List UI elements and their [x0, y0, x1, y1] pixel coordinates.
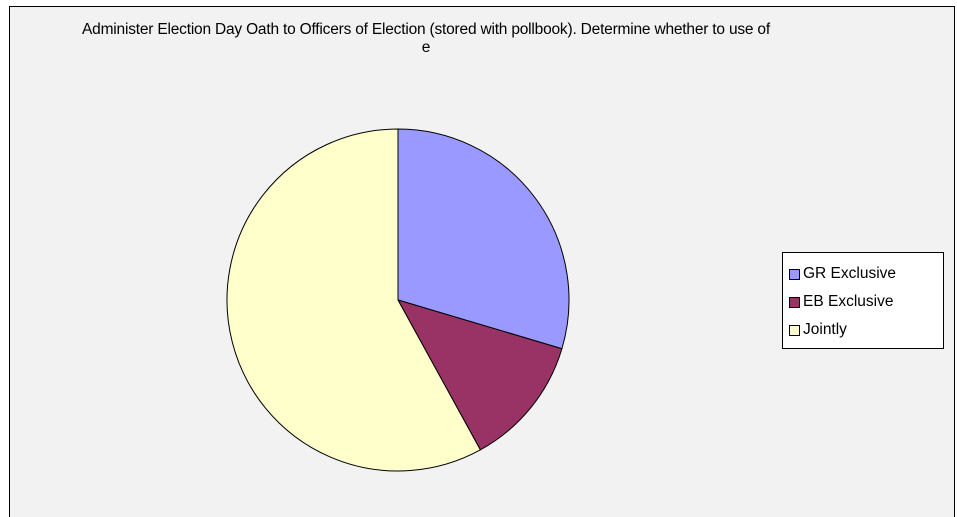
pie-slice-gr-exclusive — [397, 128, 570, 350]
pie-slice-eb-exclusive — [396, 299, 563, 451]
legend-item-jointly: Jointly — [789, 316, 943, 344]
pie-slices — [226, 128, 570, 472]
legend-swatch-eb-exclusive — [789, 296, 800, 308]
legend-label-eb-exclusive: EB Exclusive — [803, 293, 894, 310]
legend-swatch-jointly — [789, 324, 800, 336]
legend-item-gr-exclusive: GR Exclusive — [789, 260, 943, 288]
pie-slice-jointly — [226, 128, 482, 472]
legend-label-jointly: Jointly — [803, 321, 847, 338]
chart-title: Administer Election Day Oath to Officers… — [82, 21, 770, 56]
legend: GR Exclusive EB Exclusive Jointly — [782, 252, 944, 349]
legend-swatch-gr-exclusive — [789, 268, 800, 280]
legend-label-gr-exclusive: GR Exclusive — [803, 265, 897, 282]
legend-item-eb-exclusive: EB Exclusive — [789, 288, 943, 316]
